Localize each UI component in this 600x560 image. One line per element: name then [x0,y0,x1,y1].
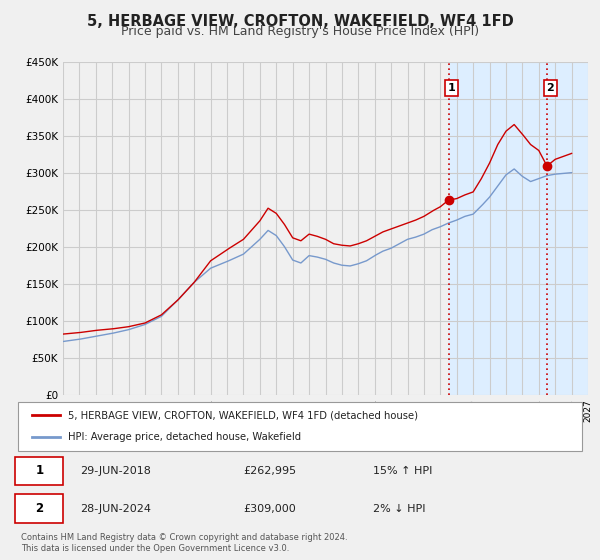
Bar [449,62,600,395]
Text: 29-JUN-2018: 29-JUN-2018 [80,466,151,476]
Text: 2: 2 [35,502,43,515]
Text: 5, HERBAGE VIEW, CROFTON, WAKEFIELD, WF4 1FD: 5, HERBAGE VIEW, CROFTON, WAKEFIELD, WF4… [86,14,514,29]
Text: Price paid vs. HM Land Registry's House Price Index (HPI): Price paid vs. HM Land Registry's House … [121,25,479,38]
Text: 28-JUN-2024: 28-JUN-2024 [80,504,151,514]
Text: 2: 2 [547,83,554,94]
FancyBboxPatch shape [15,494,63,523]
FancyBboxPatch shape [18,402,582,451]
Text: £262,995: £262,995 [244,466,297,476]
Text: Contains HM Land Registry data © Crown copyright and database right 2024.
This d: Contains HM Land Registry data © Crown c… [21,533,347,553]
Text: 15% ↑ HPI: 15% ↑ HPI [373,466,433,476]
Text: HPI: Average price, detached house, Wakefield: HPI: Average price, detached house, Wake… [68,432,301,442]
FancyBboxPatch shape [15,456,63,486]
Text: 5, HERBAGE VIEW, CROFTON, WAKEFIELD, WF4 1FD (detached house): 5, HERBAGE VIEW, CROFTON, WAKEFIELD, WF4… [68,410,418,421]
Text: £309,000: £309,000 [244,504,296,514]
Text: 1: 1 [448,83,456,94]
Text: 1: 1 [35,464,43,478]
Text: 2% ↓ HPI: 2% ↓ HPI [373,504,426,514]
